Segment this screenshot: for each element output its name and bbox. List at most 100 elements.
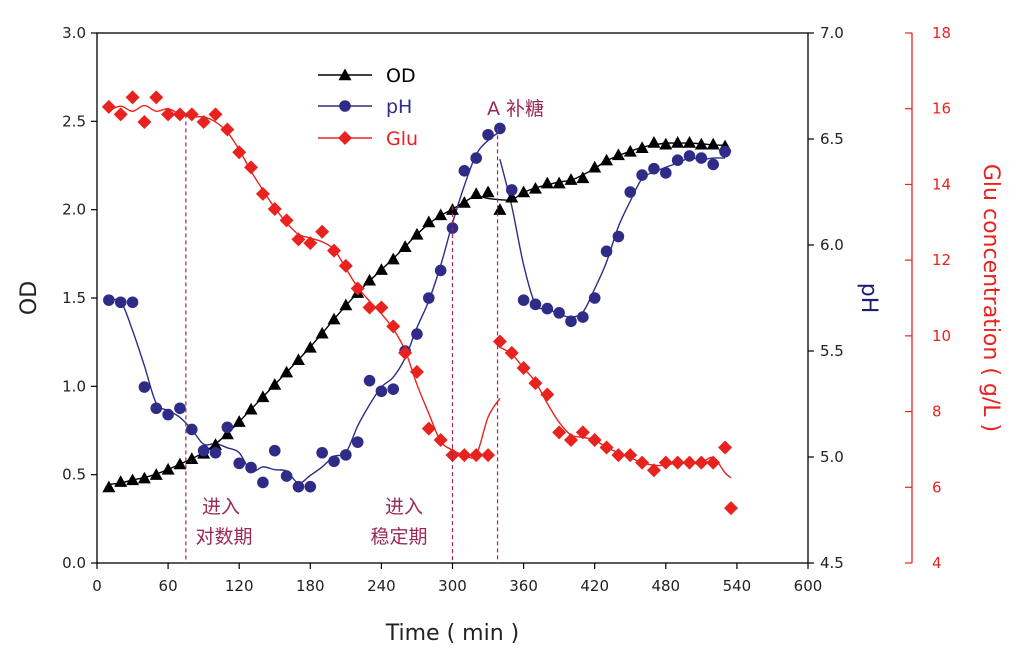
od-point — [327, 312, 341, 325]
x-tick-label: 540 — [723, 577, 752, 595]
od-point — [161, 462, 175, 475]
glu-point — [125, 90, 140, 105]
glu-point — [398, 345, 413, 360]
ph-point — [683, 150, 696, 162]
glu-point — [208, 107, 223, 122]
ph-point — [245, 461, 257, 474]
glu-point — [516, 361, 531, 376]
legend: OD pH Glu — [318, 65, 418, 150]
ph-point — [103, 294, 115, 306]
ph-point — [138, 381, 151, 393]
glu-point — [611, 448, 626, 463]
od-point — [422, 215, 436, 228]
ph-point — [458, 165, 471, 177]
left-tick-label: 2.5 — [62, 112, 86, 130]
x-tick-label: 360 — [509, 577, 538, 595]
x-tick-label: 420 — [580, 577, 609, 595]
glu-point — [161, 107, 176, 122]
ph-point — [648, 162, 660, 175]
fit-curve-ph — [499, 157, 726, 318]
od-point — [683, 136, 696, 148]
glu-point — [267, 202, 282, 217]
glu-point — [564, 432, 578, 447]
od-point — [457, 196, 471, 208]
ph-point — [411, 328, 423, 340]
od-point — [220, 427, 234, 440]
left-tick-label: 0.5 — [62, 466, 86, 484]
od-point — [256, 390, 270, 403]
od-point — [398, 240, 412, 252]
ph-point — [292, 480, 305, 493]
glu-point — [469, 448, 484, 463]
od-point — [647, 136, 661, 148]
stationary-phase-label-line2: 稳定期 — [370, 526, 427, 548]
od-point — [600, 153, 614, 166]
glu-point — [492, 334, 507, 349]
glu-point — [291, 232, 306, 247]
left-tick-label: 0.0 — [62, 554, 86, 572]
legend-marker-ph — [339, 100, 351, 112]
feeding-label: A 补糖 — [487, 98, 544, 120]
ph-point — [328, 455, 340, 468]
ph-axis-label: pH — [856, 283, 881, 314]
glu-tick-label: 10 — [932, 327, 951, 345]
od-point — [374, 263, 388, 275]
x-tick-label: 120 — [225, 577, 254, 595]
ph-point — [565, 315, 577, 328]
ph-point — [126, 296, 139, 309]
od-point — [268, 378, 282, 390]
glu-point — [718, 440, 733, 455]
glu-point — [374, 300, 389, 315]
ph-point — [233, 457, 245, 470]
x-tick-label: 480 — [651, 577, 680, 595]
glu-point — [255, 186, 270, 201]
glu-point — [658, 455, 673, 470]
glu-point — [303, 236, 318, 251]
ph-point — [197, 444, 210, 457]
ph-point — [482, 128, 494, 141]
glu-tick-label: 14 — [932, 175, 951, 193]
fit-curve-glu — [108, 104, 501, 459]
glu-point — [575, 425, 590, 440]
ph-point — [719, 145, 731, 158]
glu-point — [315, 224, 330, 239]
left-tick-label: 1.5 — [62, 289, 86, 307]
ph-point — [150, 402, 163, 415]
od-point — [339, 298, 353, 311]
stationary-phase-label-line1: 进入 — [385, 496, 423, 518]
glu-point — [113, 107, 128, 122]
glu-point — [279, 213, 294, 228]
od-point — [505, 190, 519, 203]
glu-point — [723, 501, 738, 516]
glu-point — [682, 455, 697, 470]
glu-point — [670, 455, 685, 470]
glu-point — [587, 432, 602, 447]
glu-point — [196, 114, 211, 129]
glu-point — [172, 107, 187, 122]
ph-point — [280, 470, 293, 482]
fit-curve-ph — [108, 131, 501, 484]
ph-point — [268, 444, 281, 457]
left-tick-label: 1.0 — [62, 377, 86, 395]
glu-point — [137, 114, 152, 129]
x-tick-label: 0 — [92, 577, 102, 595]
od-point — [576, 171, 590, 184]
legend-marker-od — [338, 68, 352, 81]
ph-point — [600, 245, 613, 258]
glu-tick-label: 16 — [932, 100, 951, 118]
glu-point — [481, 448, 496, 463]
ph-point — [316, 446, 328, 459]
glu-point — [457, 448, 472, 463]
glu-point — [646, 463, 661, 478]
ph-point — [577, 311, 589, 323]
ph-tick-label: 5.0 — [820, 448, 844, 466]
glu-point — [540, 387, 555, 402]
ph-point — [423, 292, 435, 304]
ph-point — [221, 421, 234, 434]
glu-point — [244, 160, 259, 175]
glu-point — [338, 258, 353, 273]
od-point — [185, 452, 199, 464]
glu-point — [386, 319, 401, 334]
ph-point — [174, 402, 186, 415]
ph-point — [375, 385, 388, 398]
